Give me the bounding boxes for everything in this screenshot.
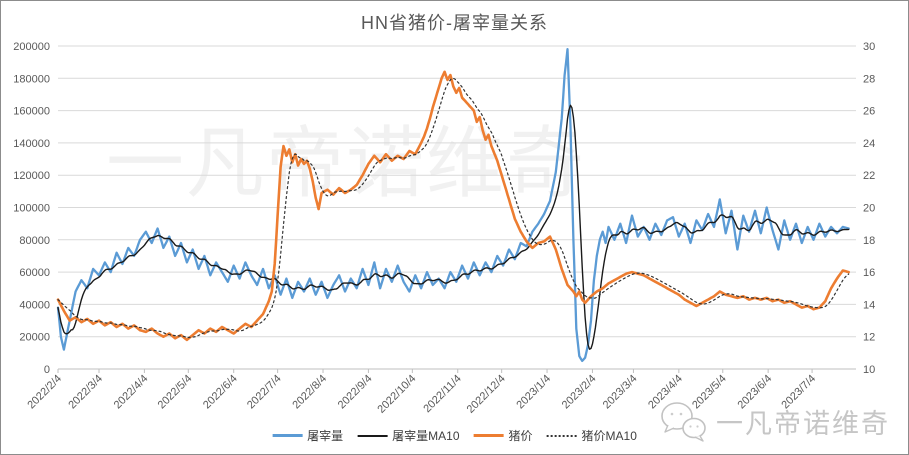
y-left-tick-label: 0 <box>44 364 50 376</box>
series-path-slaughter_ma10 <box>57 104 850 350</box>
x-tick-label: 2023/2/4 <box>560 373 599 412</box>
legend-swatch-slaughter_ma10 <box>357 434 388 437</box>
y-right-tick-label: 22 <box>863 170 875 182</box>
y-right-tick-label: 30 <box>863 41 875 53</box>
x-tick-label: 2022/12/4 <box>465 373 508 416</box>
x-tick-label: 2023/4/4 <box>646 373 685 412</box>
y-right-tick-label: 10 <box>863 364 875 376</box>
x-tick-label: 2023/3/4 <box>601 373 640 412</box>
y-right-tick-label: 26 <box>863 106 875 118</box>
y-left-tick-label: 120000 <box>13 170 50 182</box>
y-left-tick-label: 40000 <box>19 299 50 311</box>
series-path-slaughter <box>56 48 850 363</box>
legend-item-slaughter_ma10: 屠宰量MA10 <box>357 427 460 444</box>
x-tick-label: 2022/5/4 <box>156 373 195 412</box>
y-right-tick-label: 14 <box>863 299 875 311</box>
y-left-tick-label: 140000 <box>13 138 50 150</box>
y-left-tick-label: 100000 <box>13 203 50 215</box>
chart-title: HN省猪价-屠宰量关系 <box>361 13 548 33</box>
y-right-tick-label: 24 <box>863 138 875 150</box>
x-tick-label: 2022/10/4 <box>375 373 418 416</box>
series-path-price_ma10 <box>57 77 850 339</box>
y-right-tick-label: 18 <box>863 235 875 247</box>
x-tick-label: 2022/3/4 <box>66 373 105 412</box>
legend-item-price_ma10: 猪价MA10 <box>546 427 637 444</box>
y-right-tick-label: 28 <box>863 73 875 85</box>
x-tick-label: 2023/7/4 <box>779 373 818 412</box>
series-path-price <box>56 70 850 342</box>
legend-label-price: 猪价 <box>508 429 533 443</box>
legend-label-slaughter: 屠宰量 <box>307 429 344 443</box>
y-left-tick-label: 200000 <box>13 41 50 53</box>
x-tick-label: 2022/9/4 <box>336 373 375 412</box>
legend-item-price: 猪价 <box>473 427 533 444</box>
legend: 屠宰量 屠宰量MA10 猪价 猪价MA10 <box>272 427 637 444</box>
x-tick-label: 2022/6/4 <box>201 373 240 412</box>
x-tick-label: 2022/8/4 <box>290 373 329 412</box>
y-left-tick-label: 80000 <box>19 235 50 247</box>
legend-label-slaughter_ma10: 屠宰量MA10 <box>392 429 460 443</box>
x-tick-label: 2022/2/4 <box>25 373 64 412</box>
legend-label-price_ma10: 猪价MA10 <box>581 429 637 443</box>
x-tick-label: 2022/7/4 <box>245 373 284 412</box>
legend-item-slaughter: 屠宰量 <box>272 427 343 444</box>
y-right-tick-label: 12 <box>863 332 875 344</box>
x-tick-label: 2023/5/4 <box>690 373 729 412</box>
y-left-tick-label: 180000 <box>13 73 50 85</box>
y-left-tick-label: 160000 <box>13 106 50 118</box>
x-tick-label: 2023/6/4 <box>735 373 774 412</box>
x-tick-label: 2022/4/4 <box>112 373 151 412</box>
y-right-tick-label: 16 <box>863 267 875 279</box>
y-left-tick-label: 60000 <box>19 267 50 279</box>
x-tick-label: 2022/11/4 <box>421 373 464 416</box>
y-right-tick-label: 20 <box>863 203 875 215</box>
legend-swatch-slaughter <box>272 434 303 437</box>
legend-swatch-price_ma10 <box>546 434 577 437</box>
x-tick-label: 2023/1/4 <box>514 373 553 412</box>
y-left-tick-label: 20000 <box>19 332 50 344</box>
legend-swatch-price <box>473 434 504 437</box>
